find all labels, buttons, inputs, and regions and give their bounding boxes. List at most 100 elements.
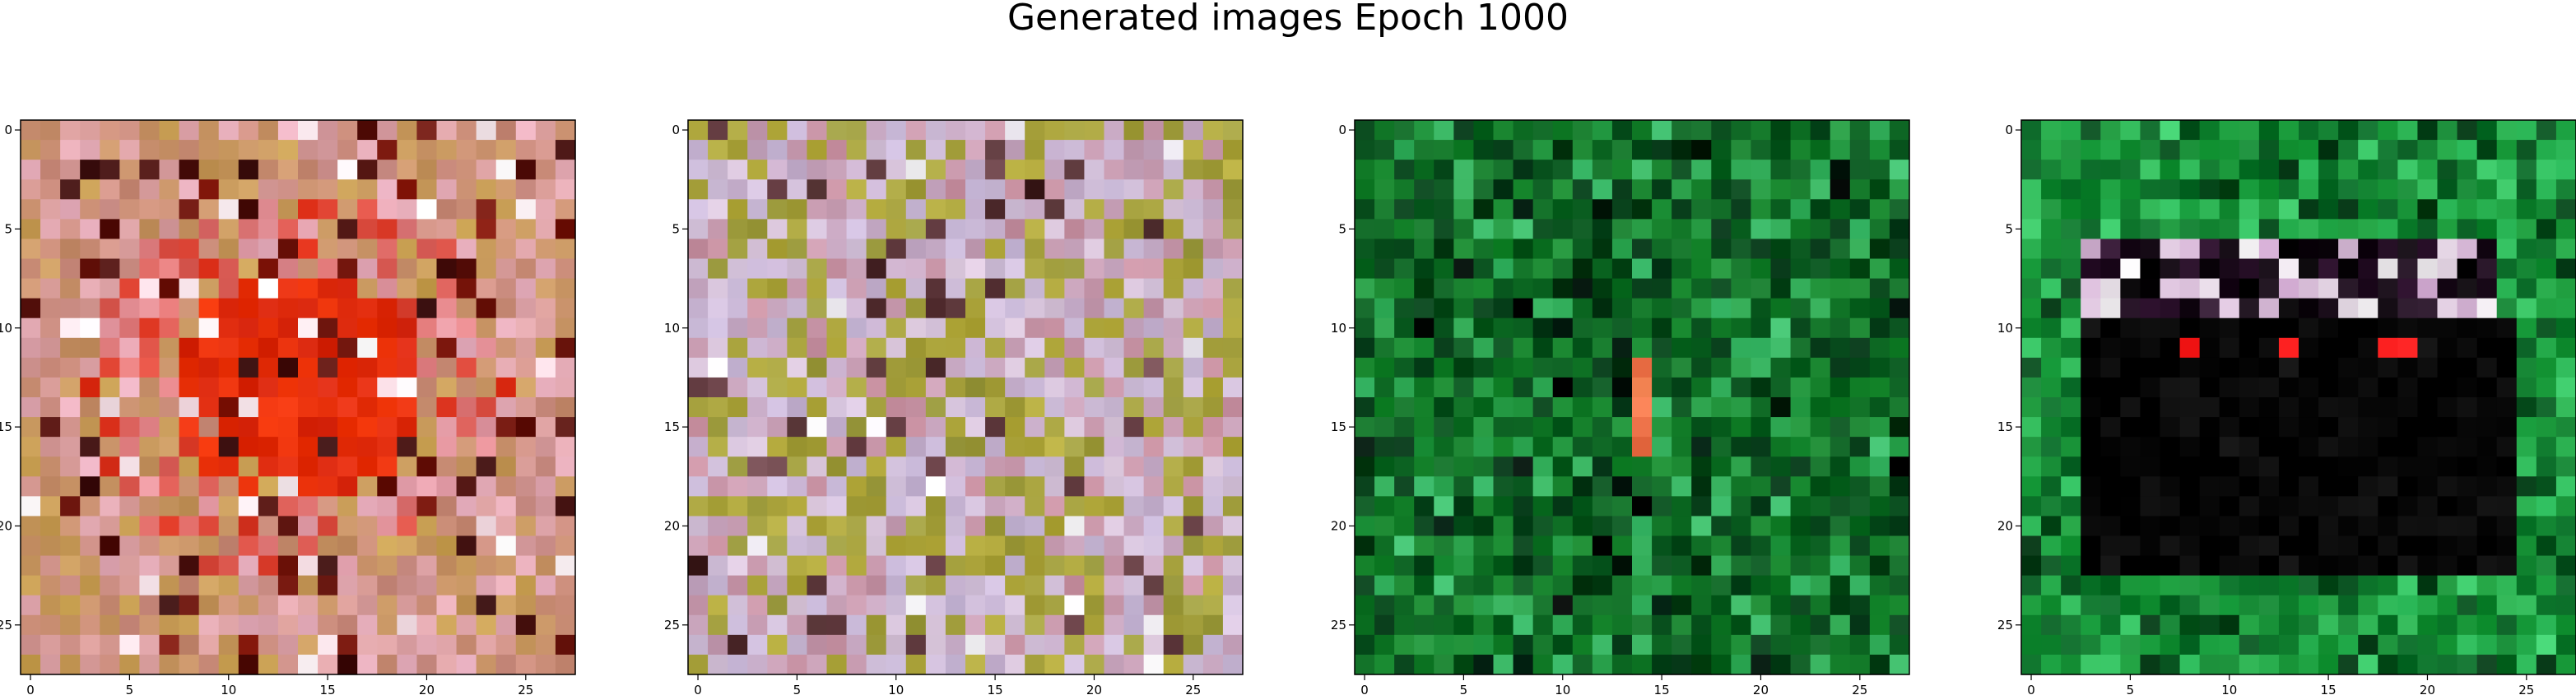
pixel-cell [807, 179, 828, 200]
pixel-cell [2100, 516, 2121, 537]
pixel-cell [1025, 120, 1045, 141]
pixel-cell [318, 417, 338, 438]
pixel-cell [2555, 555, 2576, 577]
pixel-cell [456, 456, 477, 477]
pixel-cell [357, 199, 378, 220]
pixel-cell [1222, 199, 1244, 220]
pixel-cell [2437, 417, 2458, 438]
pixel-cell [2338, 575, 2359, 596]
pixel-cell [2160, 397, 2181, 418]
pixel-cell [416, 357, 438, 378]
pixel-cell [2120, 357, 2141, 378]
pixel-cell [807, 160, 828, 180]
pixel-cell [925, 397, 946, 418]
pixel-cell [238, 357, 259, 378]
pixel-cell [318, 160, 338, 180]
pixel-cell [318, 575, 338, 596]
pixel-cell [886, 199, 907, 220]
pixel-cell [807, 298, 828, 319]
pixel-cell [2021, 120, 2042, 141]
pixel-cell [1044, 140, 1065, 160]
pixel-cell [198, 239, 220, 260]
pixel-cell [2021, 614, 2042, 636]
pixel-cell [728, 199, 748, 220]
pixel-cell [80, 535, 100, 557]
pixel-cell [535, 317, 556, 339]
pixel-cell [2457, 377, 2478, 398]
pixel-cell [1183, 199, 1204, 220]
pixel-cell [2496, 179, 2518, 200]
pixel-cell [2476, 179, 2498, 200]
pixel-cell [179, 357, 200, 378]
pixel-cell [298, 654, 319, 675]
pixel-cell [2457, 179, 2478, 200]
pixel-cell [2318, 298, 2339, 319]
pixel-cell [1084, 120, 1105, 141]
pixel-cell [2081, 357, 2101, 378]
pixel-cell [80, 496, 100, 517]
pixel-cell [2021, 278, 2042, 299]
pixel-cell [728, 298, 748, 319]
pixel-cell [2318, 535, 2339, 557]
pixel-cell [277, 417, 299, 438]
pixel-cell [100, 535, 120, 557]
pixel-cell [2199, 614, 2220, 636]
pixel-cell [688, 298, 709, 319]
pixel-cell [218, 298, 239, 319]
pixel-cell [238, 555, 259, 577]
pixel-cell [1044, 278, 1065, 299]
pixel-cell [179, 654, 200, 675]
pixel-cell [377, 298, 398, 319]
pixel-cell [238, 199, 259, 220]
pixel-cell [2219, 278, 2240, 299]
pixel-cell [2555, 516, 2576, 537]
pixel-cell [2179, 437, 2201, 457]
pixel-cell [2299, 575, 2319, 596]
pixel-cell [1202, 258, 1224, 280]
pixel-cell [2417, 535, 2439, 557]
pixel-cell [21, 397, 41, 418]
pixel-cell [40, 555, 61, 577]
pixel-cell [2516, 614, 2537, 636]
pixel-cell [1064, 377, 1086, 398]
pixel-cell [318, 516, 338, 537]
pixel-cell [2278, 654, 2299, 675]
pixel-cell [377, 278, 398, 299]
pixel-cell [2378, 496, 2398, 517]
pixel-cell [555, 239, 576, 260]
pixel-cell [2555, 456, 2576, 477]
pixel-cell [886, 397, 907, 418]
pixel-cell [139, 397, 160, 418]
pixel-cell [925, 317, 946, 339]
pixel-cell [318, 476, 338, 497]
pixel-cell [2516, 595, 2537, 616]
pixel-cell [767, 377, 788, 398]
pixel-cell [357, 555, 378, 577]
pixel-cell [708, 160, 728, 180]
pixel-cell [80, 140, 100, 160]
pixel-cell [2239, 179, 2260, 200]
pixel-cell [2219, 575, 2240, 596]
pixel-cell [2516, 298, 2537, 319]
pixel-cell [535, 337, 556, 359]
pixel-cell [555, 357, 576, 378]
pixel-cell [397, 140, 418, 160]
pixel-cell [708, 219, 728, 240]
pixel-cell [1123, 258, 1145, 280]
pixel-cell [318, 397, 338, 418]
pixel-cell [60, 595, 81, 616]
pixel-cell [2496, 575, 2518, 596]
pixel-cell [2179, 179, 2201, 200]
pixel-cell [2021, 239, 2042, 260]
pixel-cell [416, 219, 438, 240]
pixel-cell [337, 357, 358, 378]
pixel-cell [2120, 654, 2141, 675]
pixel-cell [277, 120, 299, 141]
pixel-cell [436, 456, 458, 477]
pixel-cell [377, 575, 398, 596]
pixel-cell [21, 298, 41, 319]
pixel-cell [515, 179, 537, 200]
pixel-cell [159, 179, 180, 200]
pixel-cell [2239, 239, 2260, 260]
pixel-cell [179, 179, 200, 200]
